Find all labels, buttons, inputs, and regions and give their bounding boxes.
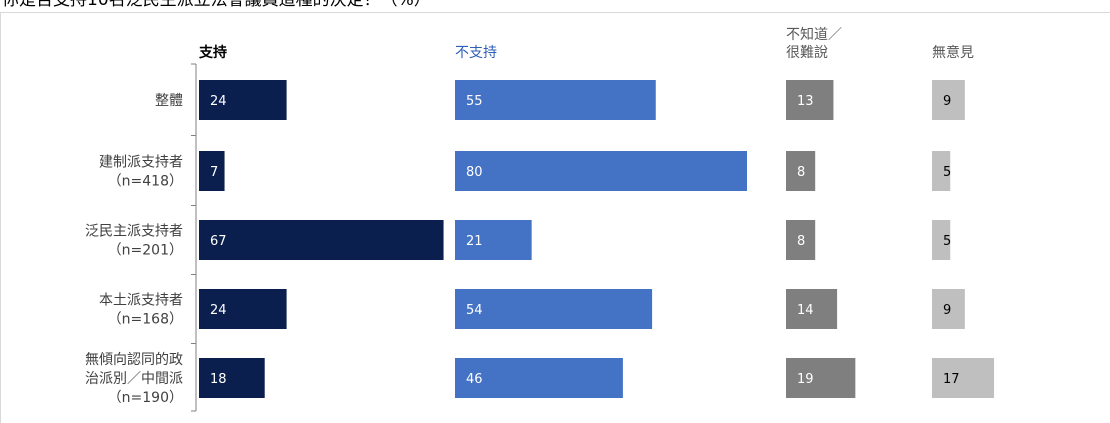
- series-header: 不知道／: [786, 26, 842, 43]
- category-label: 本土派支持者: [99, 293, 183, 309]
- bar: [455, 151, 747, 191]
- category-label: （n=190）: [108, 390, 183, 406]
- bar: [455, 289, 653, 329]
- bar: [932, 358, 995, 398]
- bar: [455, 220, 532, 260]
- bar-value-label: 21: [466, 234, 483, 249]
- bar-value-label: 13: [797, 94, 814, 109]
- bar: [932, 151, 951, 191]
- bar: [199, 80, 287, 120]
- bar: [199, 289, 287, 329]
- chart-title: 你是否支持10名泛民主派立法會議員這種的決定？（%）: [2, 0, 431, 10]
- bar-value-label: 54: [466, 303, 483, 318]
- bar-value-label: 24: [210, 303, 227, 318]
- bar-value-label: 17: [943, 372, 960, 387]
- bar-value-label: 9: [943, 303, 951, 318]
- category-label: 治派別／中間派: [85, 371, 183, 387]
- bar: [932, 289, 965, 329]
- bar-value-label: 46: [466, 372, 483, 387]
- series-header: 不支持: [455, 45, 497, 61]
- bar-value-label: 5: [943, 165, 951, 180]
- category-label: 建制派支持者: [99, 155, 183, 171]
- chart-title-bar: 你是否支持10名泛民主派立法會議員這種的決定？（%）: [0, 0, 1110, 13]
- bar-value-label: 5: [943, 234, 951, 249]
- category-label: 泛民主派支持者: [85, 224, 183, 240]
- bar-value-label: 14: [797, 303, 814, 318]
- bar: [932, 220, 951, 260]
- bar-value-label: 55: [466, 94, 483, 109]
- bar-value-label: 80: [466, 165, 483, 180]
- bar-value-label: 8: [797, 234, 805, 249]
- bar-value-label: 19: [797, 372, 814, 387]
- bar: [786, 151, 816, 191]
- category-label: 無傾向認同的政: [85, 352, 183, 368]
- bar: [455, 80, 656, 120]
- bar-value-label: 67: [210, 234, 227, 249]
- bar: [786, 220, 816, 260]
- category-label: （n=168）: [108, 312, 183, 328]
- frame-left-edge: [0, 13, 1, 423]
- series-header: 無意見: [932, 44, 974, 61]
- category-label: （n=201）: [108, 243, 183, 259]
- bar: [786, 80, 834, 120]
- bar: [932, 80, 965, 120]
- bar: [199, 220, 444, 260]
- bar-value-label: 7: [210, 165, 218, 180]
- bar: [199, 358, 265, 398]
- series-header: 很難說: [786, 44, 828, 61]
- bar-value-label: 8: [797, 165, 805, 180]
- bar-value-label: 9: [943, 94, 951, 109]
- bar: [786, 289, 838, 329]
- bar: [455, 358, 623, 398]
- series-header: 支持: [198, 44, 227, 61]
- category-label: 整體: [155, 93, 183, 109]
- bar: [786, 358, 856, 398]
- bar-value-label: 18: [210, 372, 227, 387]
- bar: [199, 151, 225, 191]
- category-label: （n=418）: [108, 174, 183, 190]
- bar-value-label: 24: [210, 94, 227, 109]
